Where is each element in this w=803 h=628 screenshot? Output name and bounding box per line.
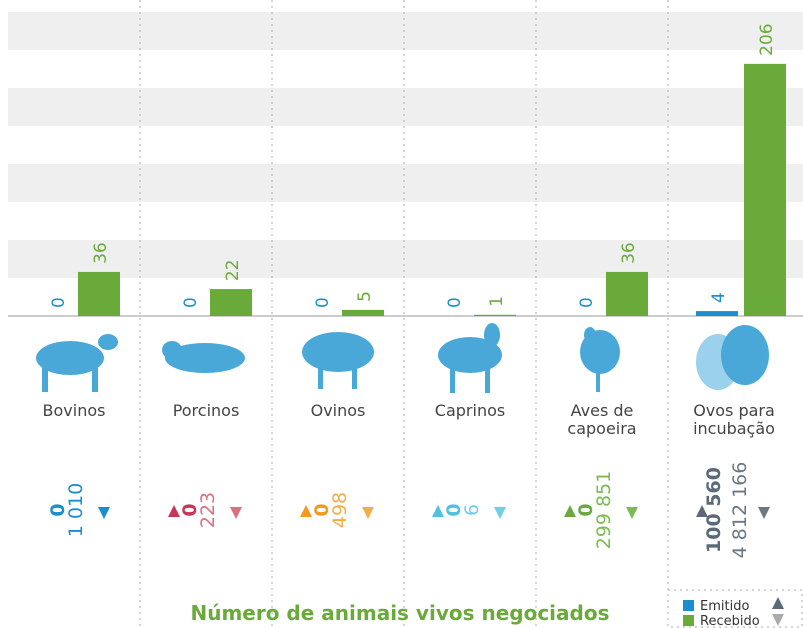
bar — [606, 272, 648, 316]
emitted-count: 100 560 — [703, 467, 725, 553]
value-label: 0 — [313, 297, 333, 308]
value-label: 0 — [577, 297, 597, 308]
value-label: 4 — [709, 292, 729, 303]
received-count: 4 812 166 — [729, 462, 751, 559]
arrow-down — [626, 507, 638, 519]
value-label: 1 — [487, 296, 507, 307]
legend-label: Recebido — [700, 614, 760, 628]
bar — [342, 310, 384, 316]
arrow-down — [758, 507, 770, 519]
received-count: 6 — [461, 504, 483, 516]
value-label: 22 — [223, 259, 243, 281]
value-label: 5 — [355, 291, 375, 302]
legend-swatch — [683, 615, 694, 626]
stripes — [8, 12, 803, 278]
received-count: 498 — [329, 492, 351, 528]
icons — [36, 323, 769, 393]
category-label: Bovinos — [26, 402, 122, 420]
legend-swatch — [683, 600, 694, 611]
arrow-up — [772, 597, 784, 609]
bar — [696, 311, 738, 316]
category-label: Ovinos — [290, 402, 386, 420]
page: EmitidoRecebido Número de animais vivos … — [0, 0, 803, 628]
legend-label: Emitido — [700, 599, 749, 614]
category-label: Porcinos — [158, 402, 254, 420]
value-label: 206 — [757, 23, 777, 55]
bar — [78, 272, 120, 316]
value-label: 0 — [445, 297, 465, 308]
chart: EmitidoRecebido Número de animais vivos … — [0, 0, 803, 628]
arrow-down — [98, 507, 110, 519]
chart-title: Número de animais vivos negociados — [190, 601, 609, 625]
category-label: Caprinos — [422, 402, 518, 420]
value-label: 0 — [49, 297, 69, 308]
category-label: Aves de capoeira — [554, 402, 650, 438]
value-label: 0 — [181, 297, 201, 308]
value-label: 36 — [619, 242, 639, 264]
arrow-down — [494, 507, 506, 519]
bar — [474, 315, 516, 316]
bar — [210, 289, 252, 316]
received-count: 223 — [197, 492, 219, 528]
received-count: 1 010 — [65, 483, 87, 537]
bar — [744, 64, 786, 316]
arrow-down — [362, 507, 374, 519]
arrow-down — [230, 507, 242, 519]
arrow-down — [772, 614, 784, 626]
category-label: Ovos para incubação — [686, 402, 782, 438]
value-label: 36 — [91, 242, 111, 264]
received-count: 299 851 — [593, 471, 615, 550]
